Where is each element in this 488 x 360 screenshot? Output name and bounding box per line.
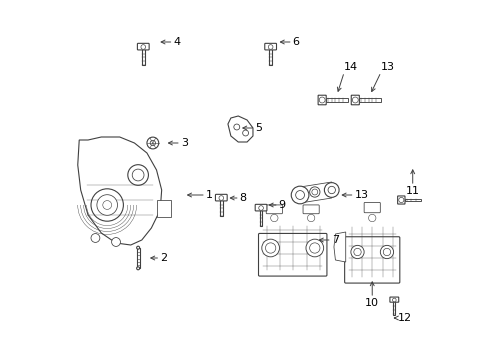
Circle shape: [309, 243, 319, 253]
Circle shape: [102, 201, 111, 210]
Circle shape: [380, 246, 393, 258]
Polygon shape: [78, 137, 162, 245]
Polygon shape: [300, 182, 331, 203]
Circle shape: [398, 197, 403, 203]
Text: 6: 6: [292, 37, 299, 47]
Text: 13: 13: [380, 62, 394, 72]
Circle shape: [295, 190, 304, 199]
Circle shape: [147, 137, 159, 149]
Bar: [259, 210, 262, 226]
Bar: [220, 200, 222, 216]
Text: 3: 3: [181, 138, 187, 148]
Circle shape: [324, 183, 338, 197]
Text: 7: 7: [331, 235, 338, 245]
Circle shape: [136, 267, 139, 270]
Polygon shape: [227, 116, 252, 142]
Bar: [404, 198, 420, 202]
Text: 12: 12: [397, 313, 411, 323]
Circle shape: [258, 206, 263, 210]
Circle shape: [261, 239, 279, 257]
Circle shape: [383, 248, 390, 256]
FancyBboxPatch shape: [255, 204, 266, 211]
Text: 1: 1: [205, 190, 212, 200]
FancyBboxPatch shape: [303, 205, 319, 214]
Circle shape: [97, 195, 117, 215]
Text: 9: 9: [278, 200, 285, 210]
Circle shape: [268, 45, 272, 49]
Circle shape: [307, 214, 314, 222]
Bar: [358, 98, 380, 102]
FancyBboxPatch shape: [397, 196, 404, 204]
Circle shape: [291, 186, 308, 204]
Polygon shape: [333, 232, 345, 262]
FancyBboxPatch shape: [265, 205, 282, 214]
Polygon shape: [156, 200, 171, 217]
FancyBboxPatch shape: [318, 95, 325, 105]
Circle shape: [91, 189, 123, 221]
Circle shape: [127, 165, 148, 185]
Text: 5: 5: [255, 123, 262, 133]
Circle shape: [91, 234, 100, 242]
Circle shape: [233, 124, 239, 130]
Circle shape: [265, 243, 275, 253]
Circle shape: [309, 187, 319, 197]
Circle shape: [141, 45, 145, 49]
Text: 14: 14: [344, 62, 358, 72]
Circle shape: [270, 214, 278, 222]
Text: 8: 8: [239, 193, 246, 203]
Circle shape: [350, 246, 364, 258]
FancyBboxPatch shape: [350, 95, 359, 105]
Bar: [269, 49, 271, 66]
Circle shape: [368, 214, 375, 222]
FancyBboxPatch shape: [264, 43, 276, 50]
Text: 11: 11: [405, 186, 419, 196]
Circle shape: [305, 239, 323, 257]
FancyBboxPatch shape: [137, 43, 149, 50]
Circle shape: [242, 130, 248, 136]
Bar: [392, 301, 395, 315]
FancyBboxPatch shape: [344, 237, 399, 283]
Circle shape: [311, 189, 317, 195]
Text: 13: 13: [354, 190, 368, 200]
FancyBboxPatch shape: [389, 297, 398, 302]
Circle shape: [132, 169, 143, 181]
Circle shape: [150, 140, 155, 146]
Text: 2: 2: [160, 253, 167, 263]
Text: 10: 10: [365, 298, 379, 308]
FancyBboxPatch shape: [215, 194, 227, 201]
Circle shape: [136, 246, 139, 249]
Bar: [136, 248, 139, 268]
FancyBboxPatch shape: [258, 233, 326, 276]
Circle shape: [327, 186, 335, 194]
Text: 4: 4: [173, 37, 180, 47]
Circle shape: [353, 248, 361, 256]
Bar: [142, 49, 144, 66]
Circle shape: [319, 97, 325, 103]
Circle shape: [111, 238, 120, 246]
Circle shape: [352, 97, 358, 103]
Circle shape: [392, 298, 395, 302]
Circle shape: [219, 196, 223, 200]
Bar: [325, 98, 347, 102]
FancyBboxPatch shape: [364, 202, 380, 213]
